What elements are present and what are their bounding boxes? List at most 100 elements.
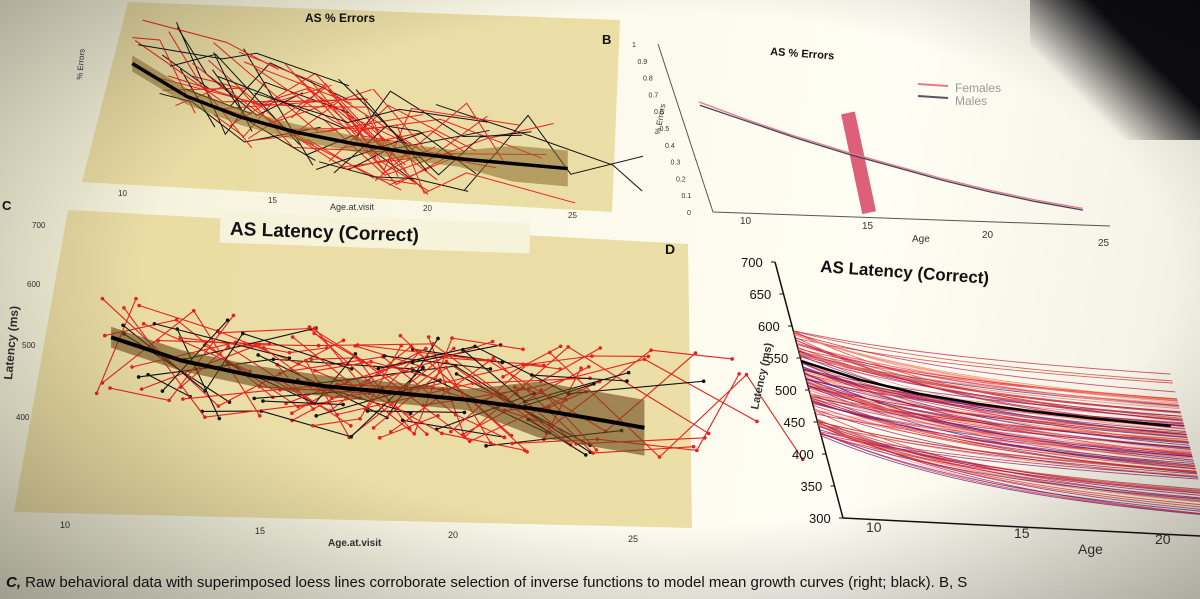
subject-point [307,325,312,329]
panel-b-ytick: 0.8 [643,76,653,83]
subject-point [454,372,459,376]
subject-point [216,404,221,408]
subject-line [219,327,493,387]
subject-point [388,430,393,434]
subject-point [241,331,245,336]
subject-point [203,389,208,393]
subject-point [231,313,236,318]
panel-b-data-strip [841,111,877,215]
subject-curve [820,432,1200,515]
subject-point [521,347,525,352]
subject-point [440,431,444,436]
legend-males-label: Males [955,94,987,108]
subject-curve [806,381,1195,466]
subject-point [349,434,354,439]
subject-point [102,333,107,338]
subject-point [693,351,698,355]
subject-point [122,306,126,310]
subject-line [142,19,279,70]
subject-point [737,372,741,376]
subject-line [254,67,404,144]
subject-line [183,327,317,361]
panel-b-ytick: 0.7 [649,92,659,99]
subject-point [744,372,749,377]
panel-c-letter: C [2,198,12,213]
subject-curve [816,419,1200,494]
subject-point [586,364,591,369]
panel-c-mean-curve [110,335,645,430]
panel-b-xtick-25: 25 [1098,238,1110,249]
panel-d-letter: D [665,241,675,257]
panel-a-confidence-band [132,55,568,187]
subject-curve [798,350,1183,421]
subject-curve [820,433,1199,480]
subject-point [175,327,180,331]
subject-point [649,348,653,353]
subject-line [435,104,643,192]
subject-point [313,326,317,331]
subject-curve [800,358,1192,452]
panel-c-xtick-25: 25 [628,534,638,544]
subject-curve [817,422,1198,477]
subject-curve [796,343,1179,406]
subject-point [316,343,321,348]
panel-b-legend: Females Males [917,81,1001,108]
subject-point [695,448,699,453]
panel-d-xtick-15: 15 [1014,525,1030,541]
subject-curve [820,435,1200,515]
panel-a: AS % Errors Age.at.visit % Errors 10 15 … [75,2,644,220]
subject-line [378,345,704,395]
panel-d-xlabel: Age [1078,541,1103,557]
panel-b-ytick: 0.4 [665,143,675,150]
subject-point [448,429,453,434]
subject-point [257,414,262,418]
subject-point [490,339,495,344]
subject-point [542,363,546,368]
subject-curve [805,377,1188,439]
subject-point [691,444,696,449]
subject-point [311,423,315,428]
panel-b-ytick: 0.9 [638,59,648,66]
subject-point [256,353,260,357]
subject-curve [816,418,1200,502]
subject-point [452,346,456,351]
panel-a-ylabel: % Errors [75,48,87,80]
subject-point [484,444,488,448]
subject-point [583,453,588,457]
subject-point [349,424,353,428]
subject-point [137,303,141,308]
panel-a-xtick-25: 25 [568,211,577,220]
subject-line [306,138,375,179]
subject-curve [799,354,1179,405]
subject-point [399,343,403,348]
panel-a-xtick-10: 10 [118,189,127,198]
subject-point [314,414,319,418]
subject-curve [820,433,1200,500]
legend-males-swatch [917,95,949,99]
panel-d-title: AS Latency (Correct) [820,257,990,288]
subject-point [203,415,207,419]
panel-d-ytick: 600 [758,319,780,334]
subject-point [287,350,292,355]
subject-point [625,379,629,383]
subject-line [168,31,253,149]
panel-d-xtick-10: 10 [866,519,882,535]
subject-point [470,381,475,386]
subject-point [136,375,141,379]
subject-curve [813,408,1199,478]
subject-point [261,399,265,403]
panel-a-title: AS % Errors [305,11,375,25]
panel-c-xtick-20: 20 [448,530,458,540]
panel-c-ytick-600: 600 [27,280,41,289]
panel-c-title-bg [219,212,531,254]
panel-c-xlabel: Age.at.visit [328,538,382,549]
subject-point [626,370,631,375]
subject-point [108,386,112,390]
subject-point [488,367,493,371]
subject-point [327,400,331,404]
panel-b-xtick-20: 20 [982,230,994,241]
subject-point [408,411,413,416]
panel-b-males-line [699,104,1084,211]
panel-d-ytick: 550 [767,351,789,366]
subject-point [453,412,458,417]
